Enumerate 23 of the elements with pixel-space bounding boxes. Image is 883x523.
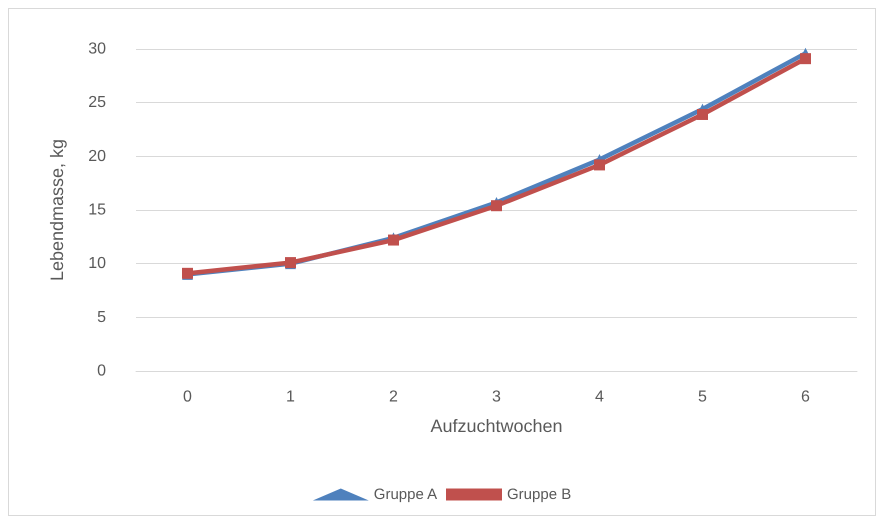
legend-label: Gruppe A [374, 486, 438, 503]
y-tick-label: 10 [88, 255, 106, 272]
y-tick-label: 15 [88, 202, 106, 218]
y-tick-label: 25 [88, 94, 106, 112]
y-tick-label: 30 [88, 40, 106, 58]
x-tick-label: 4 [595, 388, 604, 406]
y-tick-label: 5 [97, 308, 106, 326]
x-tick-label: 0 [183, 388, 192, 406]
y-tick-label: 0 [97, 362, 106, 380]
point [800, 53, 811, 64]
point [491, 200, 502, 212]
x-tick-label: 1 [286, 388, 296, 406]
x-tick-label: 5 [698, 388, 708, 406]
x-tick-label: 3 [492, 388, 502, 406]
x-tick-label: 2 [389, 388, 398, 406]
legend-label: Gruppe B [507, 486, 572, 503]
x-axis-title: Aufzuchtwochen [430, 416, 563, 436]
x-tick-label: 6 [801, 388, 810, 406]
y-tick-label: 20 [88, 148, 106, 165]
point [594, 159, 605, 170]
point [388, 234, 399, 246]
y-axis-title: Lebendmasse, kg [47, 138, 67, 282]
point [697, 108, 708, 120]
